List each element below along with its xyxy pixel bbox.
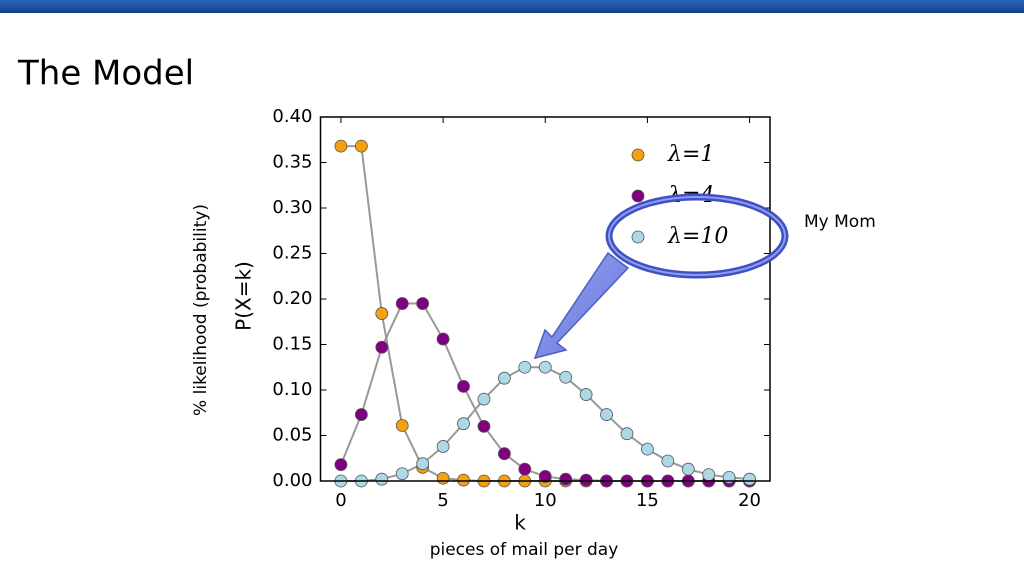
y-tick-label: 0.30 — [272, 197, 312, 218]
x-tick-label: 20 — [738, 490, 761, 511]
y-tick-label: 0.05 — [272, 425, 312, 446]
y-tick-label: 0.20 — [272, 288, 312, 309]
data-point — [559, 472, 573, 486]
data-point — [579, 473, 593, 487]
slide-title: The Model — [17, 54, 194, 94]
data-point — [395, 419, 409, 432]
data-point — [375, 472, 389, 486]
data-point — [661, 454, 675, 468]
data-point — [497, 371, 511, 385]
data-point — [457, 379, 470, 393]
x-axis-label: k — [514, 511, 526, 535]
data-point — [559, 370, 573, 384]
x-tick-label: 0 — [335, 490, 346, 511]
data-point — [477, 392, 491, 406]
data-point — [395, 467, 409, 481]
plot-frame — [319, 116, 771, 482]
data-point — [579, 388, 593, 401]
data-point — [436, 440, 450, 453]
data-point — [395, 297, 409, 310]
data-point — [354, 408, 368, 421]
y-tick-label: 0.35 — [272, 152, 312, 173]
y-axis-label: P(X=k) — [232, 261, 256, 331]
data-point — [416, 297, 430, 310]
data-point — [334, 139, 348, 153]
header-bar — [0, 0, 1024, 13]
data-point — [702, 468, 716, 482]
y-tick-label: 0.25 — [272, 243, 312, 264]
annotation: My Mom — [804, 212, 876, 232]
legend-marker — [631, 189, 645, 203]
data-point — [497, 447, 511, 461]
data-point — [375, 340, 389, 354]
legend: λ=1λ=4λ=10 — [612, 132, 764, 260]
data-point — [743, 472, 756, 486]
annotation: pieces of mail per day — [430, 540, 619, 560]
data-point — [620, 427, 634, 441]
y-tick-label: 0.10 — [272, 379, 312, 400]
data-point — [538, 470, 552, 483]
data-point — [477, 419, 491, 433]
y-tick-label: 0.40 — [272, 106, 312, 127]
plot-area: 0.00 0.05 0.10 0.15 0.20 0.25 0.30 0.35 0.40 0 5 10… — [272, 106, 771, 511]
data-point — [436, 471, 450, 485]
data-point — [375, 307, 389, 320]
data-point — [641, 442, 654, 456]
callout — [533, 193, 789, 360]
data-point — [436, 332, 450, 346]
data-point — [416, 457, 430, 471]
data-point — [457, 417, 470, 431]
legend-marker — [631, 148, 645, 162]
data-point — [334, 458, 348, 472]
y-tick-label: 0.00 — [272, 470, 312, 491]
legend-marker — [631, 230, 645, 244]
data-point — [354, 139, 368, 153]
x-tick-label: 10 — [534, 490, 557, 511]
annotation: % likelihood (probability) — [191, 204, 211, 416]
data-point — [681, 462, 695, 476]
legend-label: λ=1 — [667, 142, 714, 167]
legend-label: λ=10 — [667, 224, 728, 249]
data-point — [518, 360, 532, 374]
data-point — [518, 462, 532, 476]
data-point — [600, 408, 613, 421]
x-tick-label: 5 — [437, 490, 448, 511]
x-tick-label: 15 — [636, 490, 659, 511]
data-point — [538, 360, 552, 374]
y-tick-label: 0.15 — [272, 334, 312, 355]
data-point — [457, 473, 470, 487]
